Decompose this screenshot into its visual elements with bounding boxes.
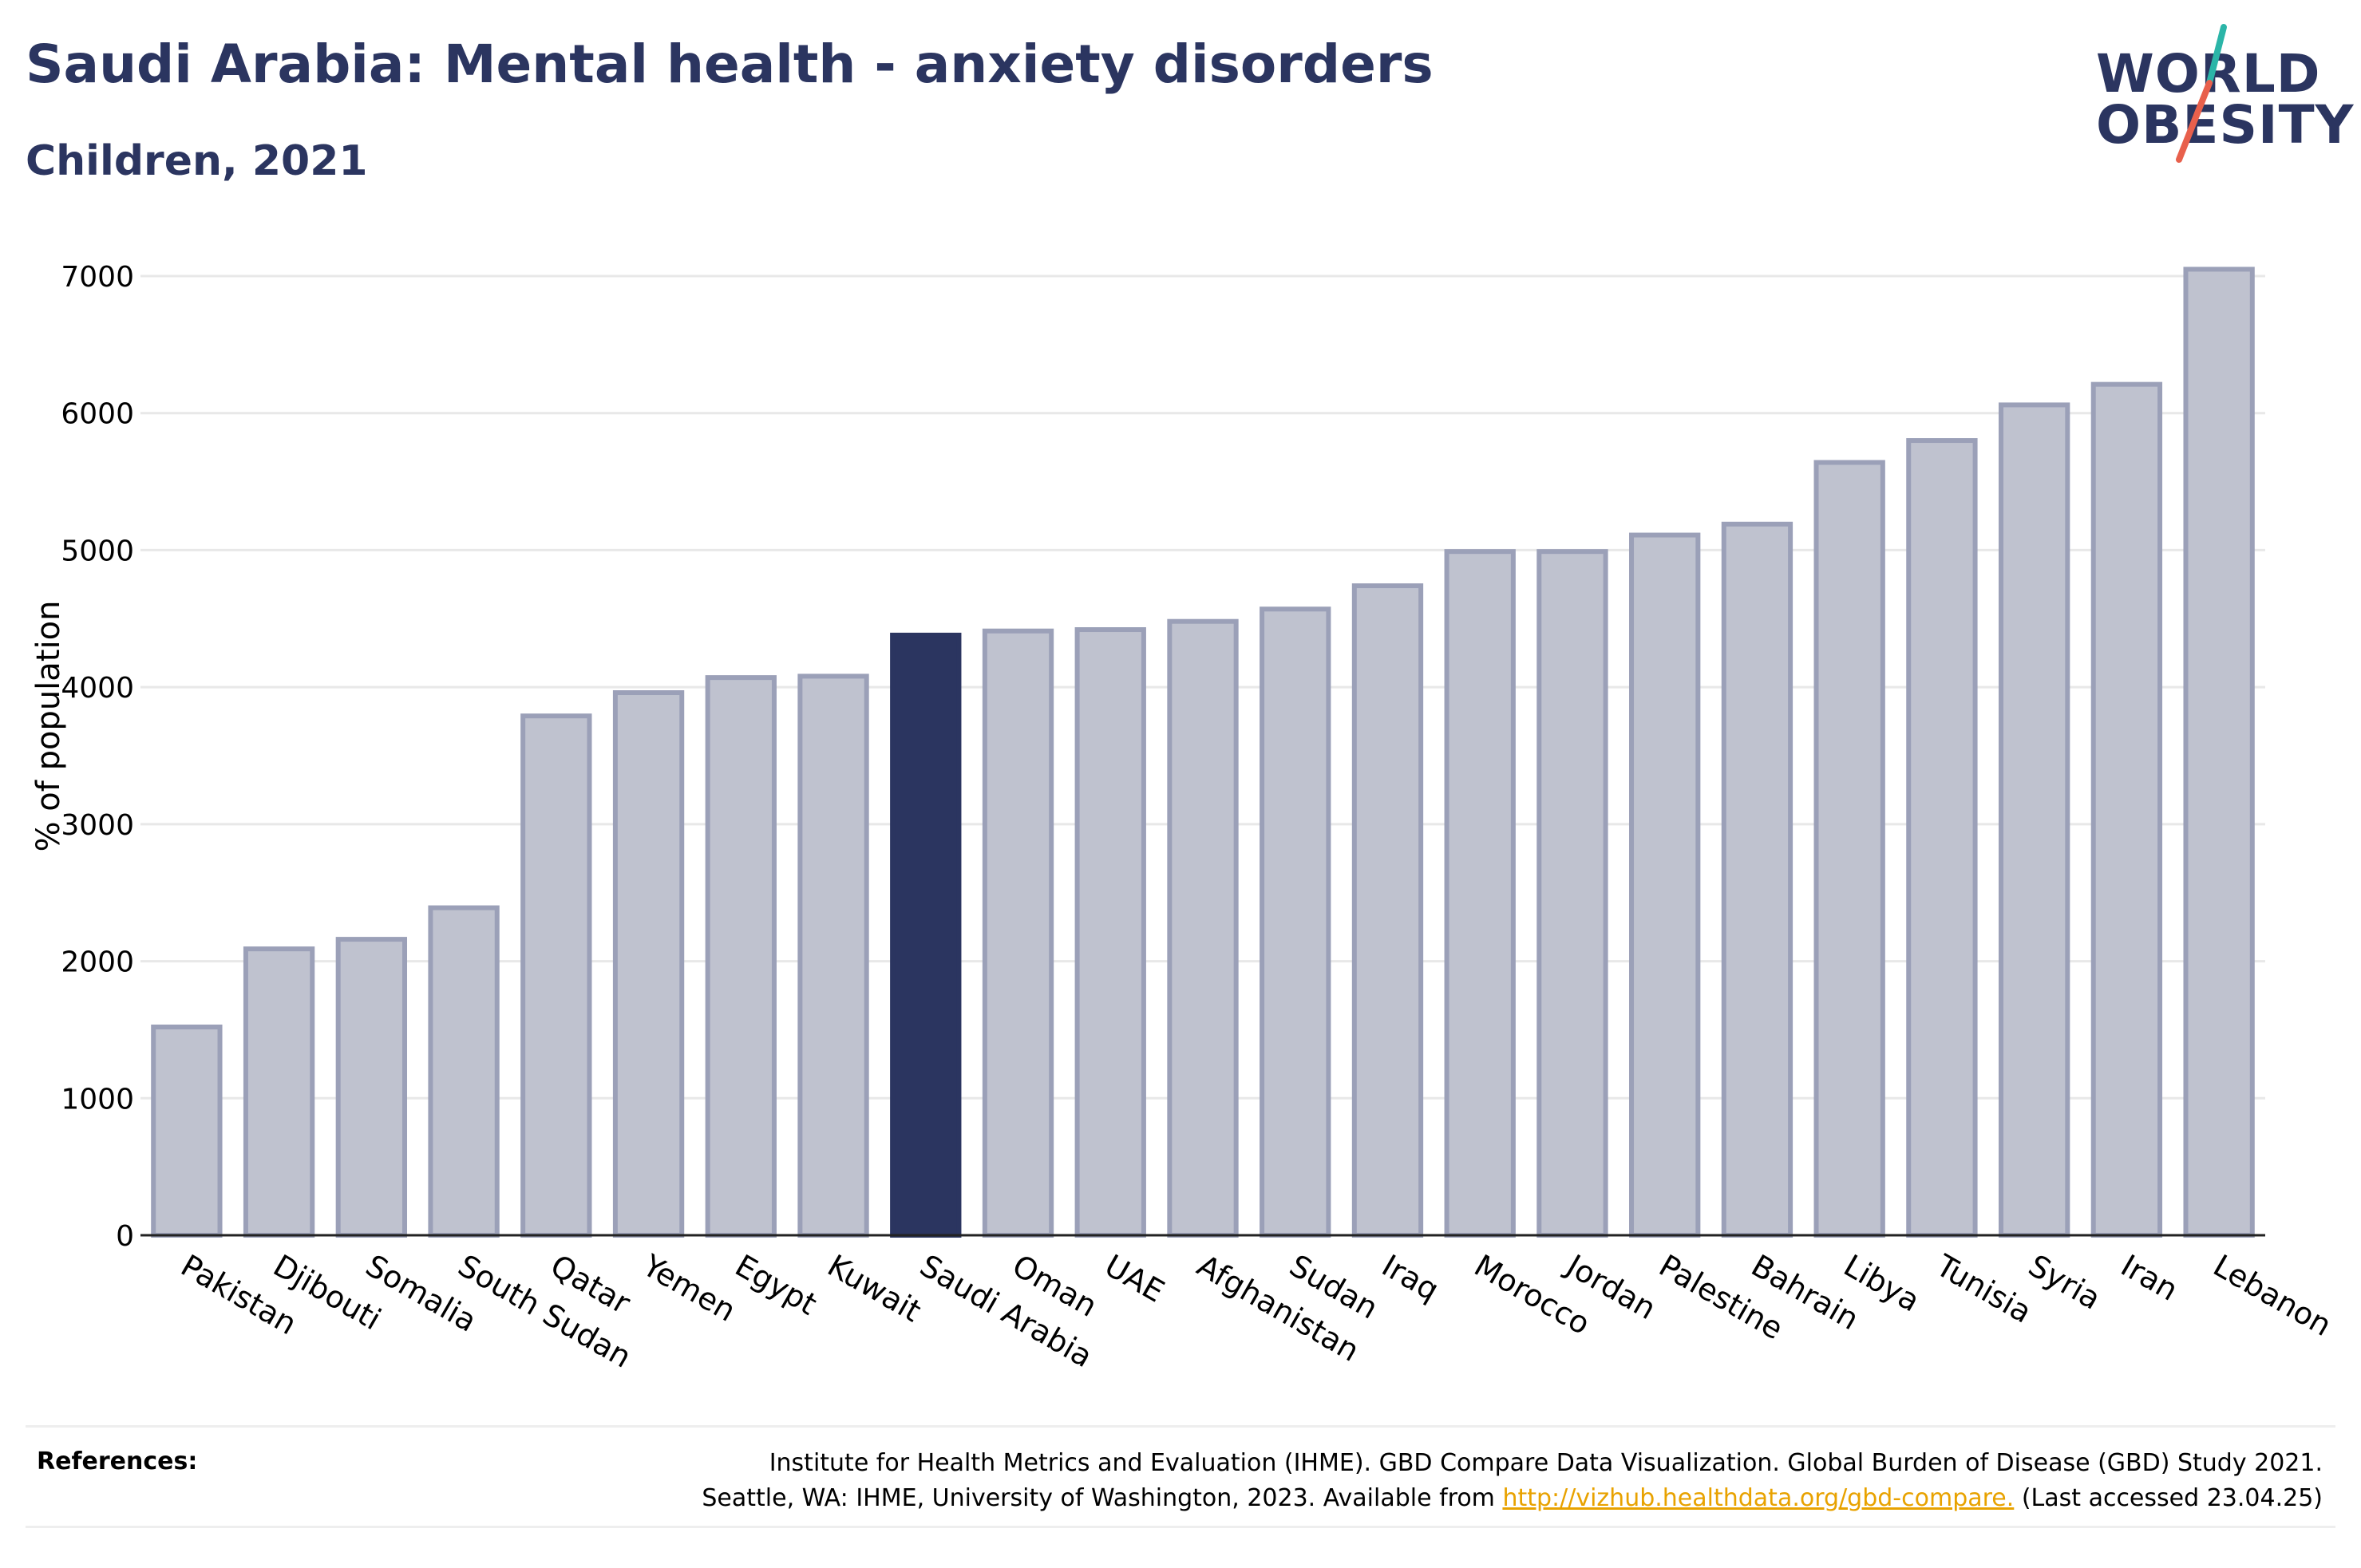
references-divider-bottom	[26, 1526, 2335, 1528]
y-tick-label: 1000	[61, 1083, 134, 1116]
x-tick-label: UAE	[1099, 1248, 1170, 1309]
bar-iraq[interactable]	[1351, 583, 1424, 1238]
world-obesity-logo: WORLD OBESITY	[2067, 16, 2355, 176]
bar-south-sudan[interactable]	[428, 905, 500, 1238]
x-tick-label: Kuwait	[822, 1248, 927, 1329]
y-tick-labels: 0 1000 2000 3000 4000 5000 6000 7000	[61, 261, 134, 1253]
bar-afghanistan[interactable]	[1167, 618, 1239, 1238]
bar-pakistan[interactable]	[151, 1024, 223, 1238]
x-tick-label: Lebanon	[2208, 1248, 2338, 1343]
bar-yemen[interactable]	[612, 690, 685, 1238]
bar-oman[interactable]	[982, 628, 1054, 1238]
page-title: Saudi Arabia: Mental health - anxiety di…	[26, 34, 1434, 95]
bar-syria[interactable]	[1998, 402, 2070, 1238]
bar-uae[interactable]	[1074, 627, 1146, 1238]
bar-bahrain[interactable]	[1721, 521, 1793, 1238]
x-tick-label: Egypt	[730, 1248, 823, 1322]
references-text: Institute for Health Metrics and Evaluat…	[487, 1446, 2323, 1516]
x-tick-label: Syria	[2023, 1248, 2106, 1317]
y-tick-label: 4000	[61, 672, 134, 705]
bar-lebanon[interactable]	[2183, 267, 2255, 1238]
x-tick-label: Iraq	[1376, 1248, 1445, 1308]
y-tick-label: 0	[116, 1220, 134, 1253]
references-label: References:	[37, 1448, 198, 1475]
bar-morocco[interactable]	[1444, 549, 1516, 1238]
y-tick-label: 6000	[61, 398, 134, 431]
bar-somalia[interactable]	[335, 937, 408, 1238]
bar-sudan[interactable]	[1260, 606, 1331, 1238]
bar-djibouti[interactable]	[243, 946, 315, 1238]
bars	[151, 267, 2255, 1238]
bar-palestine[interactable]	[1629, 532, 1701, 1238]
references-divider-top	[26, 1425, 2335, 1428]
references-line-2-prefix: Seattle, WA: IHME, University of Washing…	[702, 1484, 1503, 1512]
x-tick-label: Iran	[2115, 1248, 2184, 1308]
x-tick-label: Tunisia	[1930, 1247, 2038, 1330]
x-tick-label: Yemen	[636, 1247, 742, 1329]
references-line-2: Seattle, WA: IHME, University of Washing…	[487, 1481, 2323, 1516]
bar-tunisia[interactable]	[1906, 438, 1978, 1238]
references-line-1: Institute for Health Metrics and Evaluat…	[769, 1449, 2323, 1477]
references-link[interactable]: http://vizhub.healthdata.org/gbd-compare…	[1502, 1484, 2015, 1512]
bar-iran[interactable]	[2090, 381, 2163, 1238]
logo-line-2: OBESITY	[2096, 94, 2355, 156]
y-tick-label: 3000	[61, 809, 134, 842]
bar-kuwait[interactable]	[797, 673, 869, 1238]
y-axis-label: % of population	[30, 601, 67, 852]
bar-qatar[interactable]	[520, 713, 592, 1238]
bar-egypt[interactable]	[705, 675, 777, 1238]
y-tick-label: 2000	[61, 946, 134, 979]
bar-jordan[interactable]	[1536, 549, 1608, 1238]
y-tick-label: 7000	[61, 261, 134, 294]
y-tick-label: 5000	[61, 535, 134, 567]
bar-libya[interactable]	[1813, 460, 1885, 1238]
page-subtitle: Children, 2021	[26, 137, 368, 185]
logo-slash-icon	[2176, 24, 2227, 163]
references-line-2-suffix: (Last accessed 23.04.25)	[2014, 1484, 2323, 1512]
bar-chart: 0 1000 2000 3000 4000 5000 6000 7000 PakistanDj…	[30, 261, 2338, 1375]
bar-saudi-arabia[interactable]	[890, 632, 962, 1238]
